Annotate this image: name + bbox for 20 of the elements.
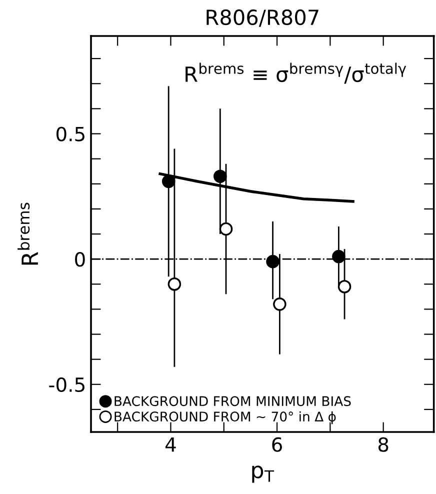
point bbox=[219, 222, 233, 236]
y-tick-label: -0.5 bbox=[49, 377, 84, 392]
annotation: R$^{brems}$ ≡ σ$^{bremsγ}$/σ$^{totalγ}$ bbox=[186, 62, 406, 84]
x-tick-label: 6 bbox=[272, 437, 282, 452]
x-tick-label: 8 bbox=[378, 437, 388, 452]
point bbox=[162, 174, 176, 188]
y-axis-title: R$^{brems}$ bbox=[18, 202, 38, 265]
legend-label: BACKGROUND FROM MINIMUM BIAS bbox=[114, 396, 351, 406]
point bbox=[332, 250, 346, 264]
y-tick-label: 0.5 bbox=[56, 126, 84, 142]
chart-title: R806/R807 bbox=[206, 9, 318, 27]
point bbox=[214, 170, 227, 183]
point bbox=[273, 298, 286, 311]
point bbox=[168, 277, 182, 291]
y-tick-label: 0 bbox=[75, 252, 85, 267]
point bbox=[338, 280, 352, 294]
x-axis-title: p$_{T}$ bbox=[252, 466, 274, 483]
x-tick-label: 4 bbox=[165, 437, 176, 452]
point bbox=[266, 254, 280, 268]
legend-label: BACKGROUND FROM ~ 70° in Δ ϕ bbox=[114, 411, 336, 424]
